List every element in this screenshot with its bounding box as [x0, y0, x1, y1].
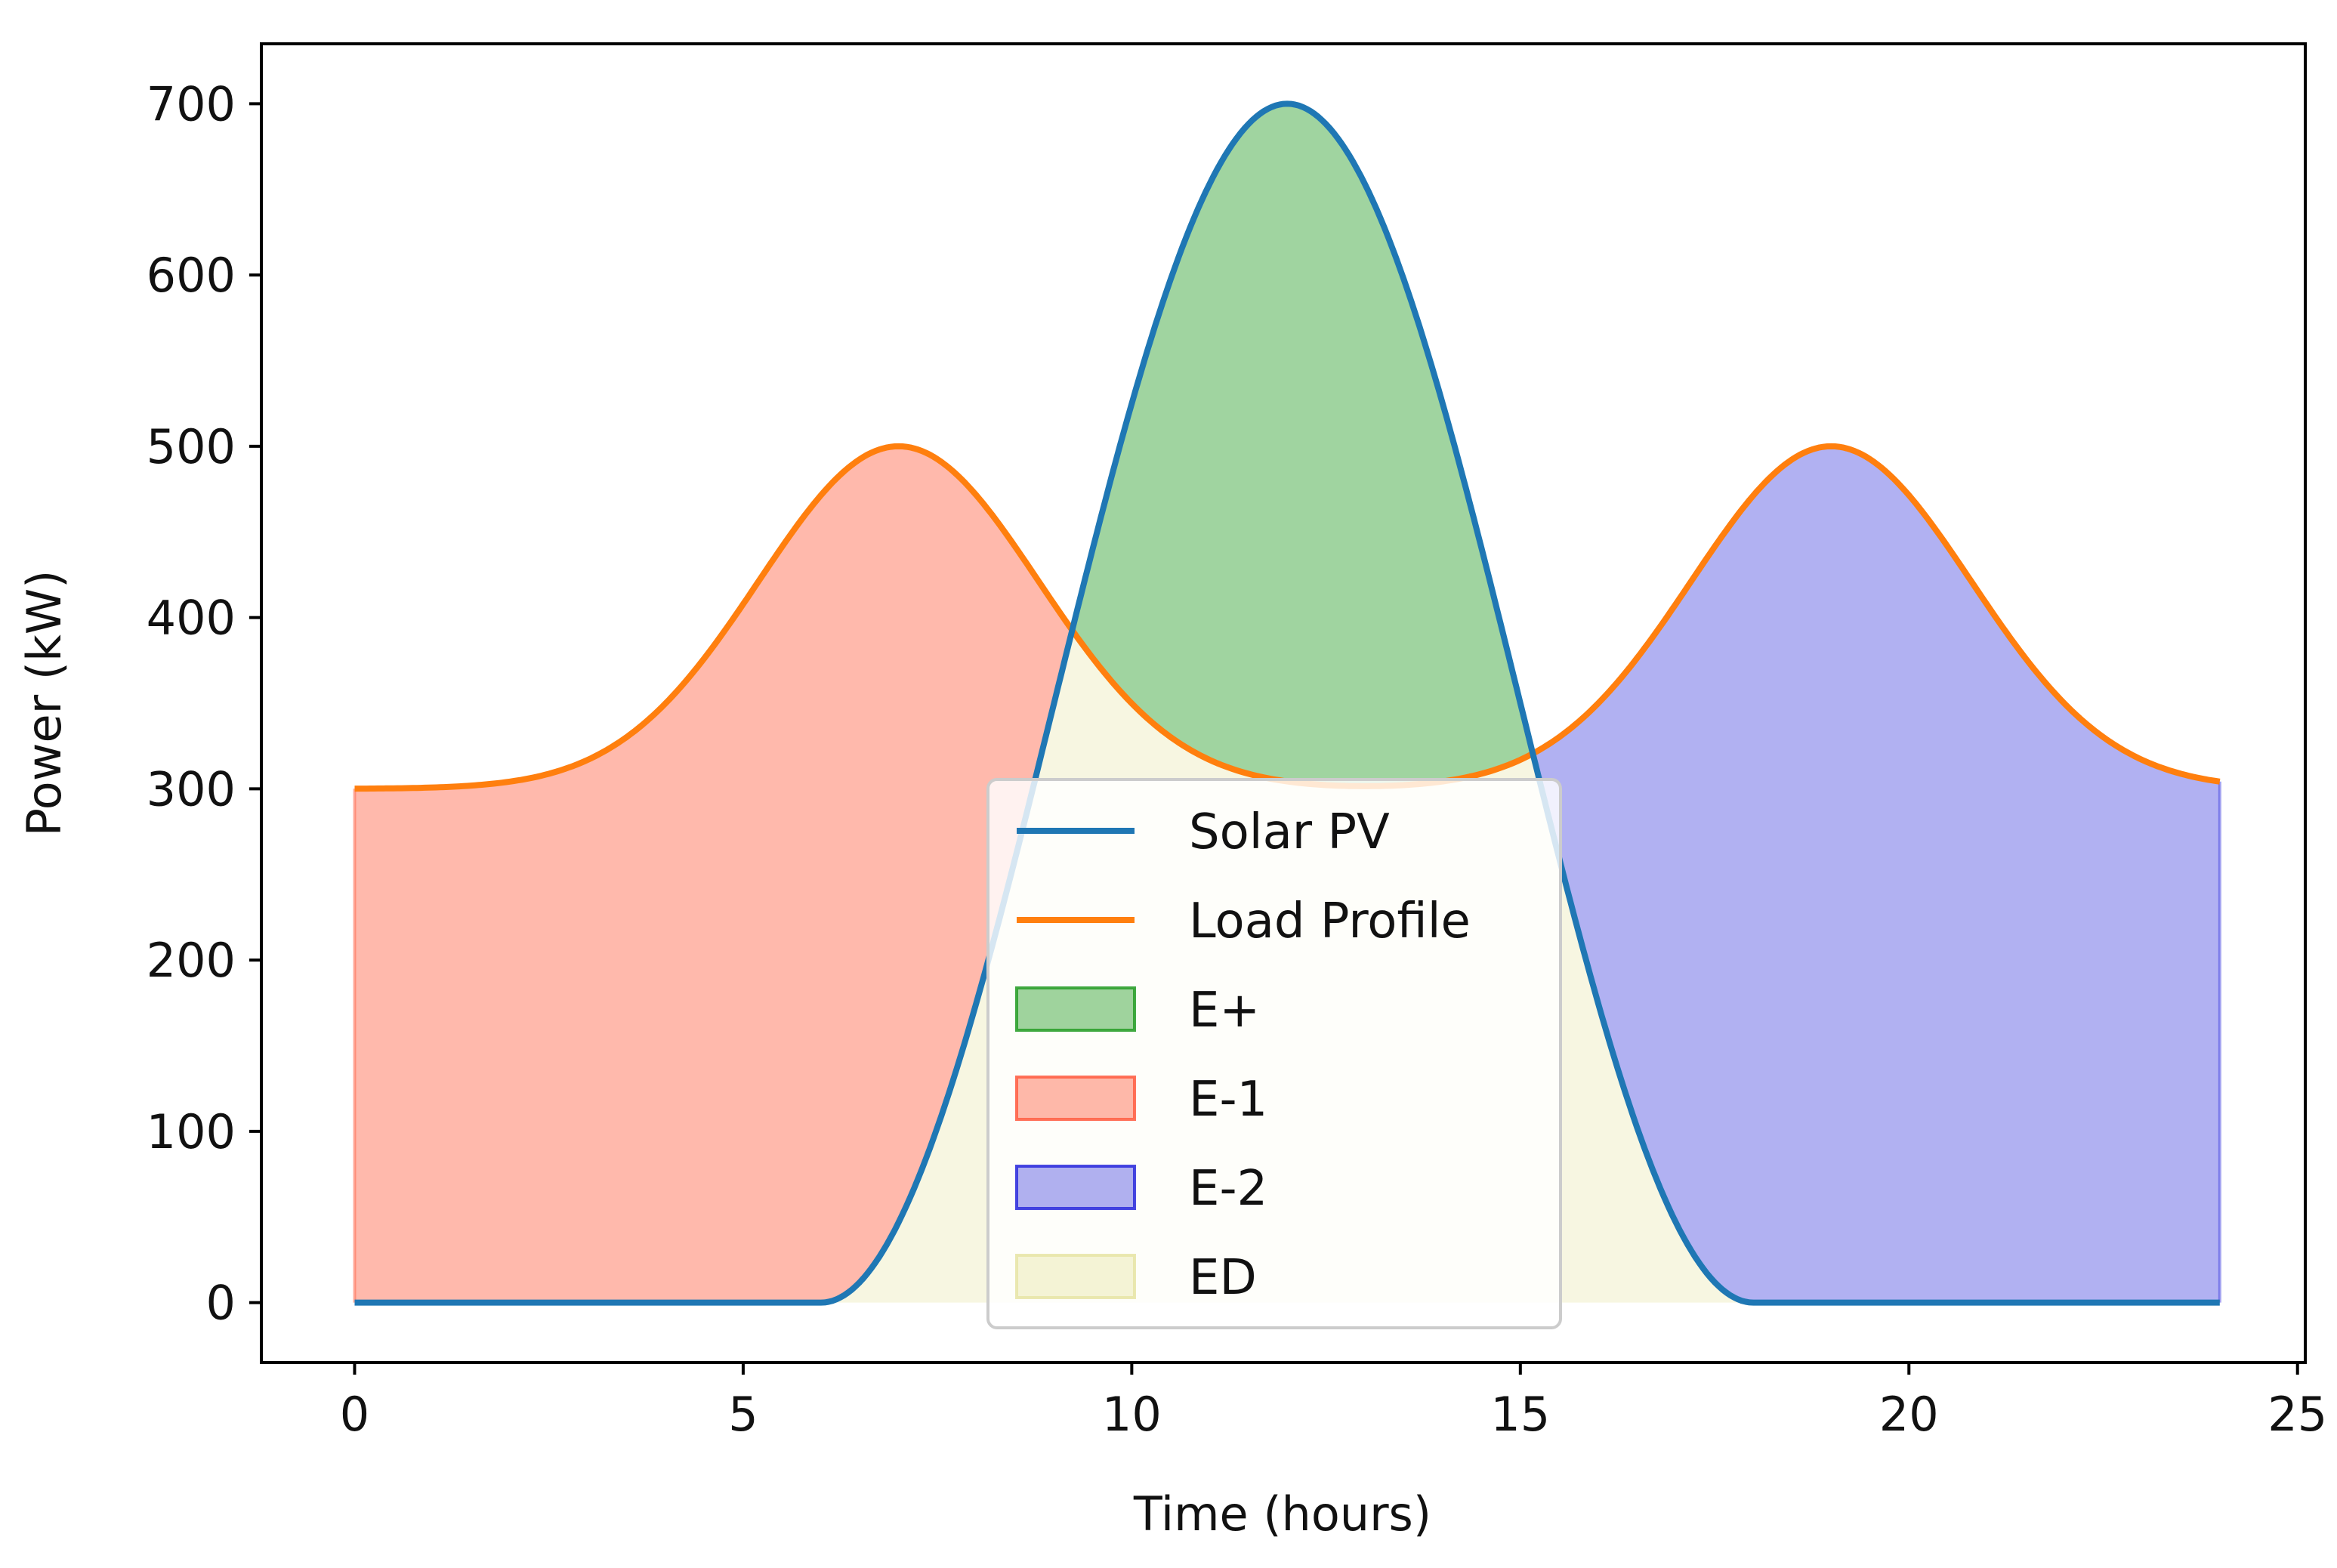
legend-swatch-e-1 — [1015, 1076, 1136, 1121]
y-tick-label: 200 — [147, 933, 236, 988]
legend-swatch-e- — [1015, 986, 1136, 1032]
y-tick-label: 600 — [147, 248, 236, 303]
y-tick-label: 700 — [147, 76, 236, 131]
plot-frame — [260, 42, 2307, 1364]
series-line-solar-pv — [354, 100, 2220, 1306]
legend: Solar PV Load Profile E+ E-1 E-2 ED — [986, 778, 1562, 1329]
fill-e-plus — [354, 103, 2220, 789]
x-axis-ticks: 0 5 10 15 20 25 — [340, 1363, 2327, 1442]
y-tick-label: 500 — [147, 419, 236, 474]
y-axis-ticks: 0 100 200 300 400 500 600 700 — [147, 76, 261, 1331]
y-axis-title: Power (kW) — [17, 570, 72, 837]
y-tick-label: 100 — [147, 1104, 236, 1159]
legend-label-e-: E+ — [1189, 983, 1260, 1039]
fill-e-minus-2 — [354, 103, 2220, 1303]
x-tick-label: 10 — [1102, 1387, 1162, 1442]
y-tick-label: 400 — [147, 591, 236, 646]
x-tick-label: 5 — [728, 1387, 758, 1442]
legend-box — [986, 778, 1562, 1329]
legend-label-ed: ED — [1189, 1250, 1257, 1306]
x-axis-title: Time (hours) — [1133, 1486, 1431, 1542]
legend-swatch-ed — [1015, 1254, 1136, 1299]
x-tick-label: 20 — [1879, 1387, 1939, 1442]
y-tick-label: 0 — [206, 1276, 236, 1331]
fill-e-minus-1 — [354, 103, 2220, 1303]
legend-swatch-e-2 — [1015, 1165, 1136, 1210]
legend-label-load-profile: Load Profile — [1189, 894, 1471, 949]
x-tick-label: 15 — [1490, 1387, 1550, 1442]
y-tick-label: 300 — [147, 761, 236, 816]
x-tick-label: 0 — [340, 1387, 369, 1442]
x-tick-label: 25 — [2268, 1387, 2327, 1442]
legend-label-solar-pv: Solar PV — [1189, 804, 1390, 860]
legend-label-e-1: E-1 — [1189, 1072, 1267, 1128]
legend-label-e-2: E-2 — [1189, 1161, 1267, 1217]
